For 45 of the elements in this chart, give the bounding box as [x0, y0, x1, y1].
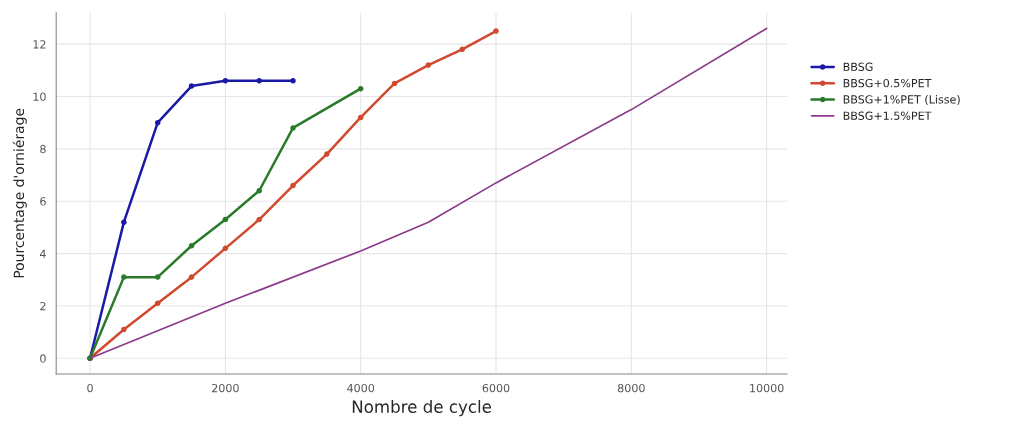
- point: [459, 46, 465, 53]
- y-tick-label: 0: [40, 354, 46, 363]
- point: [256, 78, 262, 84]
- point: [391, 80, 398, 87]
- x-tick-label: 4000: [347, 383, 375, 393]
- x-tick-label: 0: [87, 383, 93, 393]
- x-tick-label: 2000: [212, 383, 239, 393]
- legend-label: BBSG: [843, 62, 873, 71]
- y-tick-label: 10: [33, 92, 46, 101]
- x-axis-title: Nombre de cycle: [352, 400, 492, 417]
- point: [154, 119, 161, 126]
- point: [188, 274, 195, 280]
- line-series: [89, 27, 768, 360]
- point: [290, 182, 296, 189]
- legend-label: BBSG+0.5%PET: [843, 78, 932, 88]
- point: [222, 78, 229, 84]
- point: [290, 125, 296, 131]
- point: [324, 151, 330, 157]
- point: [188, 83, 195, 89]
- x-tick-label: 6000: [482, 383, 510, 393]
- legend-label: BBSG+1.5%PET: [843, 111, 932, 120]
- y-tick-label: 12: [33, 40, 46, 49]
- point: [493, 28, 499, 34]
- point: [357, 114, 364, 121]
- y-tick-label: 4: [39, 249, 46, 258]
- point: [357, 85, 364, 92]
- y-axis-title: Pourcentage d'orniérage: [12, 108, 27, 278]
- x-tick-label: 10000: [750, 383, 784, 393]
- legend-label: BBSG+1%PET (Lisse): [843, 95, 960, 105]
- x-tick-label: 8000: [617, 383, 645, 393]
- point: [154, 300, 161, 307]
- point: [425, 62, 432, 68]
- point: [154, 274, 161, 280]
- point: [121, 274, 127, 280]
- point: [290, 78, 296, 84]
- point: [188, 242, 195, 249]
- point: [222, 216, 229, 223]
- point: [222, 245, 229, 252]
- y-tick-label: 8: [40, 144, 46, 154]
- point: [121, 326, 127, 333]
- y-tick-label: 2: [40, 301, 46, 311]
- point: [121, 219, 127, 225]
- point: [256, 187, 262, 194]
- y-tick-label: 6: [40, 197, 46, 206]
- point: [256, 216, 262, 223]
